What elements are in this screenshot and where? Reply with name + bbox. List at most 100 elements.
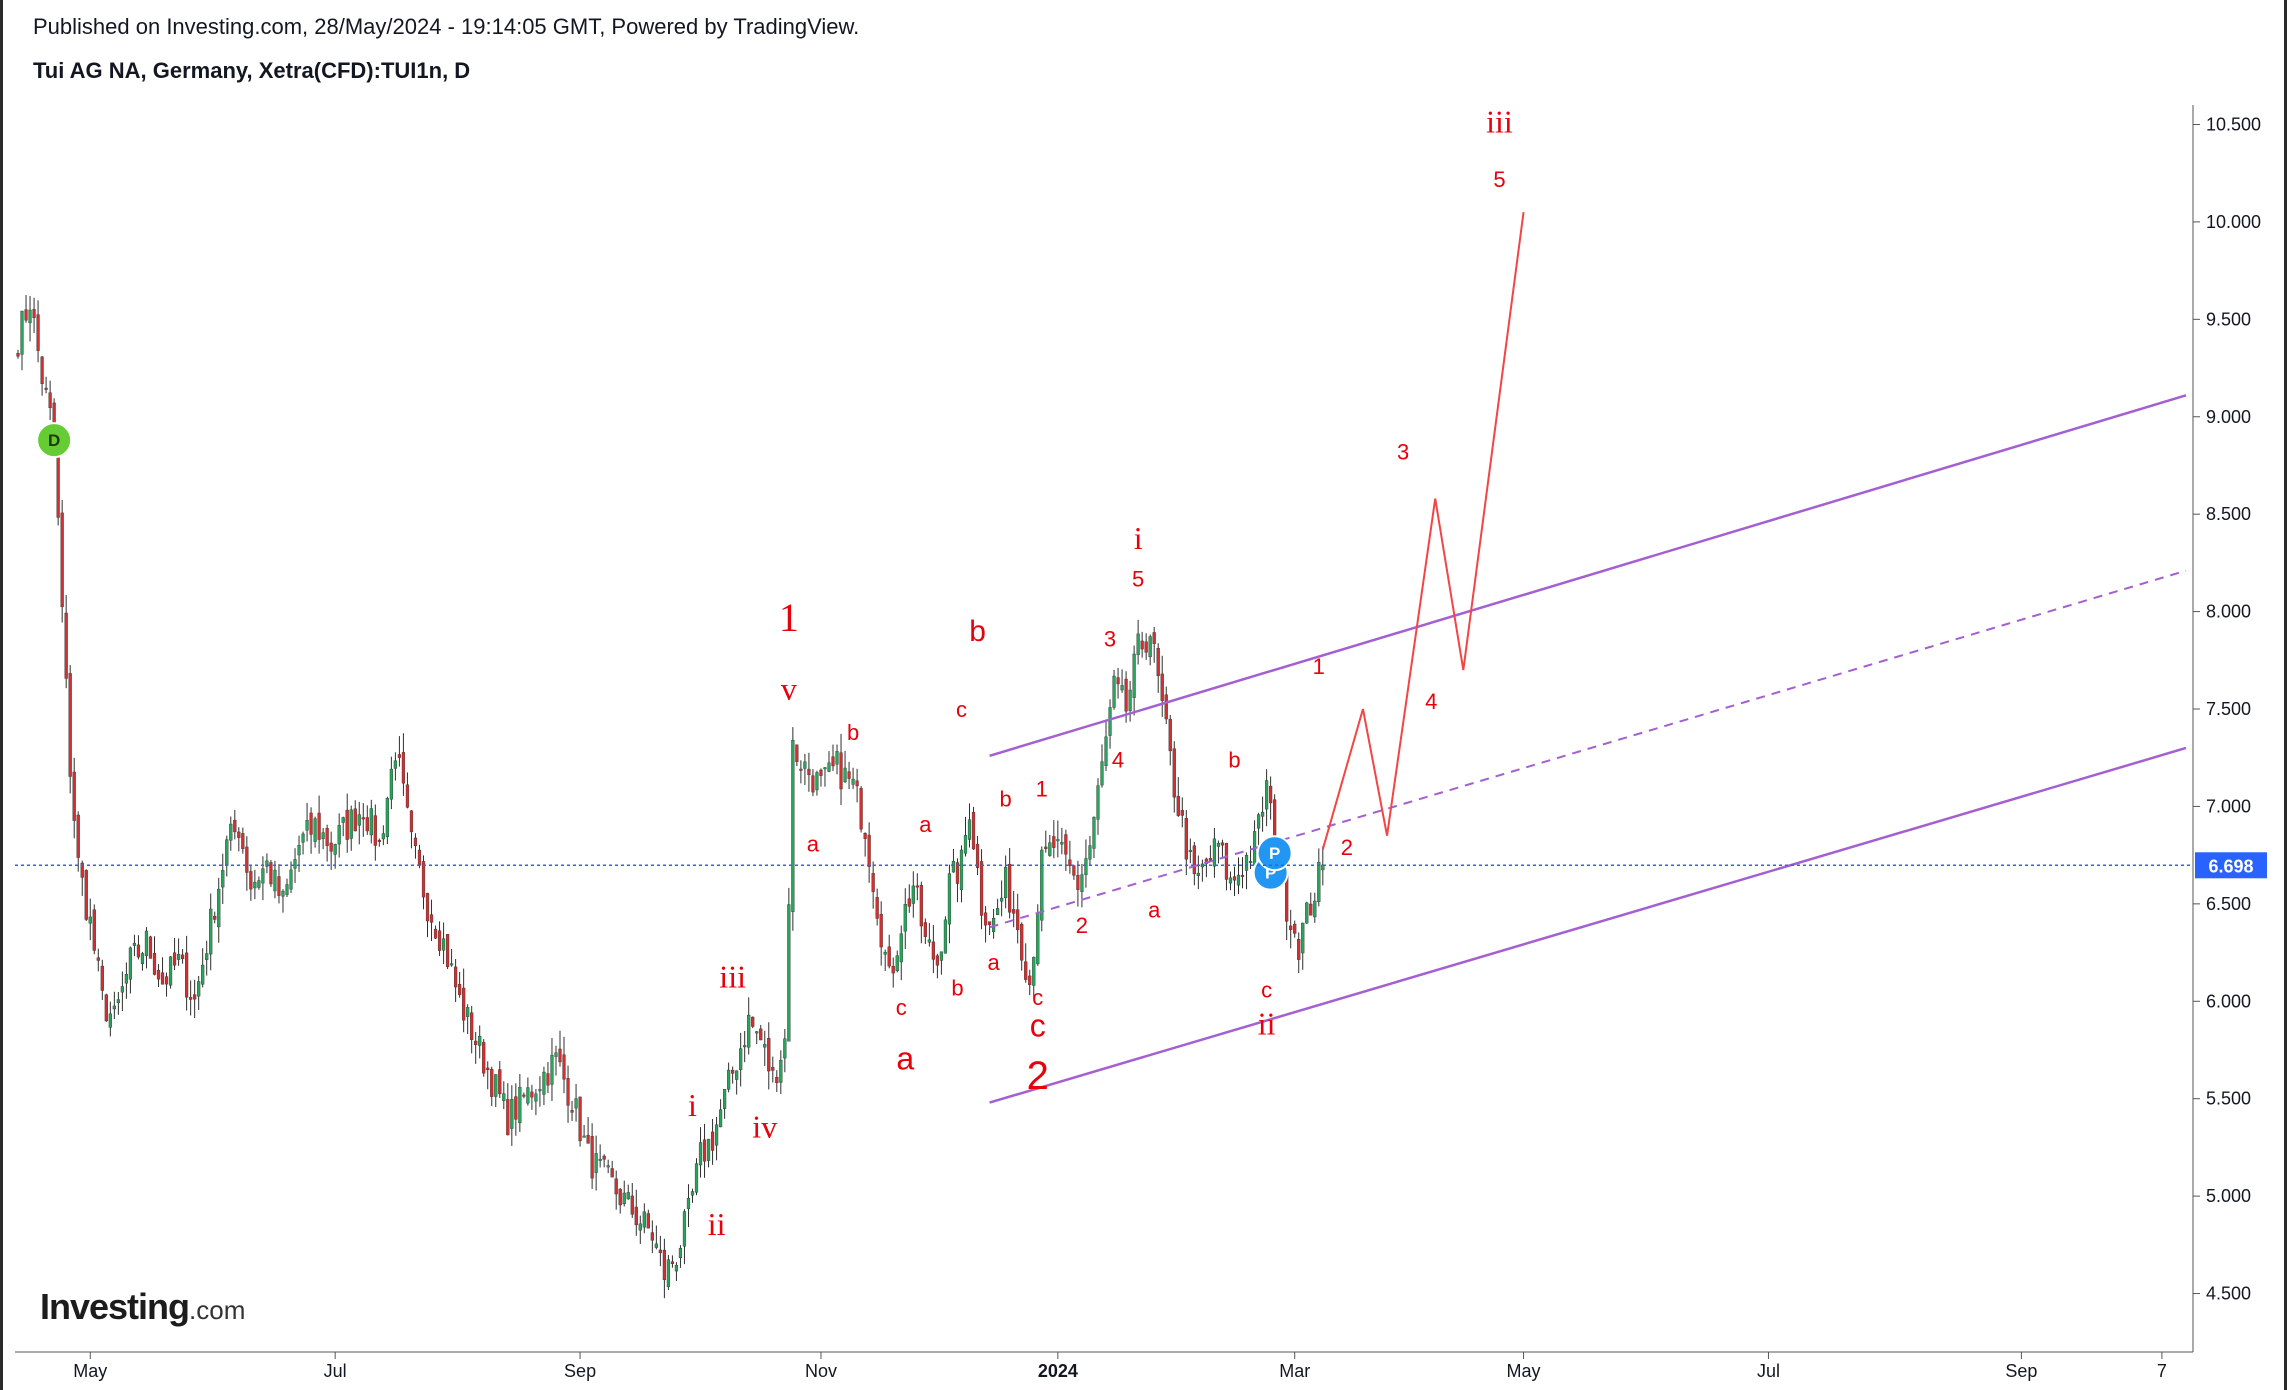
candle-body [935, 955, 939, 966]
candle-body [429, 914, 434, 923]
candle-body [731, 1069, 735, 1074]
wave-label: a [987, 950, 1000, 975]
candle-body [1152, 632, 1156, 644]
candle-body [1008, 863, 1012, 913]
candle-body [293, 859, 297, 869]
wave-label: b [1228, 747, 1240, 772]
channel-upper-line [989, 394, 2187, 757]
candle-body [1000, 897, 1004, 902]
candle-body [462, 987, 466, 1021]
candle-body [478, 1035, 482, 1046]
candle-body [261, 868, 265, 884]
candle-body [365, 817, 369, 832]
candle-body [397, 754, 402, 758]
candle-body [819, 769, 823, 776]
candle-body [799, 768, 803, 771]
candle-body [723, 1088, 727, 1109]
candle-body [727, 1069, 731, 1090]
candle-body [197, 981, 201, 997]
candle-body [108, 1013, 112, 1028]
candle-body [1092, 816, 1096, 849]
candle-body [1321, 864, 1325, 871]
candle-body [763, 1044, 767, 1048]
candle-body [514, 1096, 518, 1120]
candle-body [843, 767, 847, 783]
candle-body [245, 846, 249, 873]
y-tick-label: 7.500 [2206, 699, 2251, 719]
last-price-marker: 6.698 [15, 852, 2267, 879]
candle-body [714, 1124, 719, 1146]
candle-body [1088, 845, 1092, 860]
candle-body [1260, 811, 1265, 817]
candle-body [72, 771, 76, 821]
candle-body [1080, 874, 1084, 892]
y-tick-label: 6.000 [2206, 991, 2251, 1011]
candle-body [88, 916, 92, 924]
candle-body [690, 1191, 695, 1196]
candle-body [1265, 780, 1269, 810]
candle-body [1297, 939, 1301, 960]
y-tick-label: 10.500 [2206, 114, 2261, 134]
candle-body [622, 1192, 626, 1205]
candle-body [1164, 694, 1168, 720]
candle-body [526, 1087, 530, 1104]
projection-polyline [1321, 212, 1525, 850]
wave-label: 5 [1132, 566, 1144, 591]
candle-body [811, 775, 815, 793]
wave-label: b [969, 615, 986, 648]
candle-body [44, 387, 48, 390]
candle-body [381, 833, 385, 840]
candle-body [1028, 975, 1032, 986]
candle-body [1148, 636, 1152, 658]
candle-body [413, 837, 418, 846]
candle-body [104, 994, 108, 1022]
candle-body [787, 904, 791, 1042]
candle-body [1228, 877, 1233, 884]
candle-body [76, 814, 80, 858]
candle-body [281, 890, 285, 897]
candle-body [172, 952, 177, 966]
candle-body [891, 965, 895, 974]
candle-body [1012, 909, 1016, 914]
candle-body [1317, 861, 1321, 903]
candle-body [124, 974, 129, 984]
candle-body [385, 797, 389, 838]
event-badge-label: P [1269, 844, 1280, 863]
last-price-label: 6.698 [2208, 856, 2253, 876]
candle-body [718, 1109, 723, 1128]
candle-body [168, 956, 173, 986]
candle-body [959, 849, 964, 891]
candle-body [698, 1142, 703, 1166]
candle-body [454, 966, 458, 988]
wave-label: c [956, 697, 967, 722]
symbol-title: Tui AG NA, Germany, Xetra(CFD):TUI1n, D [33, 58, 471, 83]
candle-body [654, 1243, 658, 1248]
candle-body [369, 808, 373, 836]
candle-body [767, 1037, 771, 1072]
candle-body [92, 909, 96, 951]
candle-body [1048, 842, 1052, 856]
candle-body [538, 1089, 542, 1092]
candle-body [100, 965, 104, 991]
candle-body [1180, 810, 1184, 816]
candle-body [345, 809, 349, 840]
candle-body [1124, 678, 1128, 712]
candle-body [156, 970, 161, 980]
candle-body [702, 1139, 707, 1162]
wave-label: 1 [779, 595, 799, 640]
candle-body [1040, 849, 1044, 921]
candle-body [1192, 845, 1196, 875]
candle-body [321, 832, 325, 839]
channel-lower-line [989, 746, 2187, 1104]
candle-body [606, 1165, 610, 1168]
wave-label: 2 [1341, 835, 1353, 860]
candle-body [735, 1070, 739, 1080]
candle-body [803, 761, 807, 769]
candle-body [626, 1192, 630, 1200]
candle-body [983, 912, 988, 926]
candle-body [470, 1012, 474, 1040]
candle-body [265, 860, 269, 867]
candle-body [337, 825, 341, 845]
candle-body [449, 963, 454, 966]
